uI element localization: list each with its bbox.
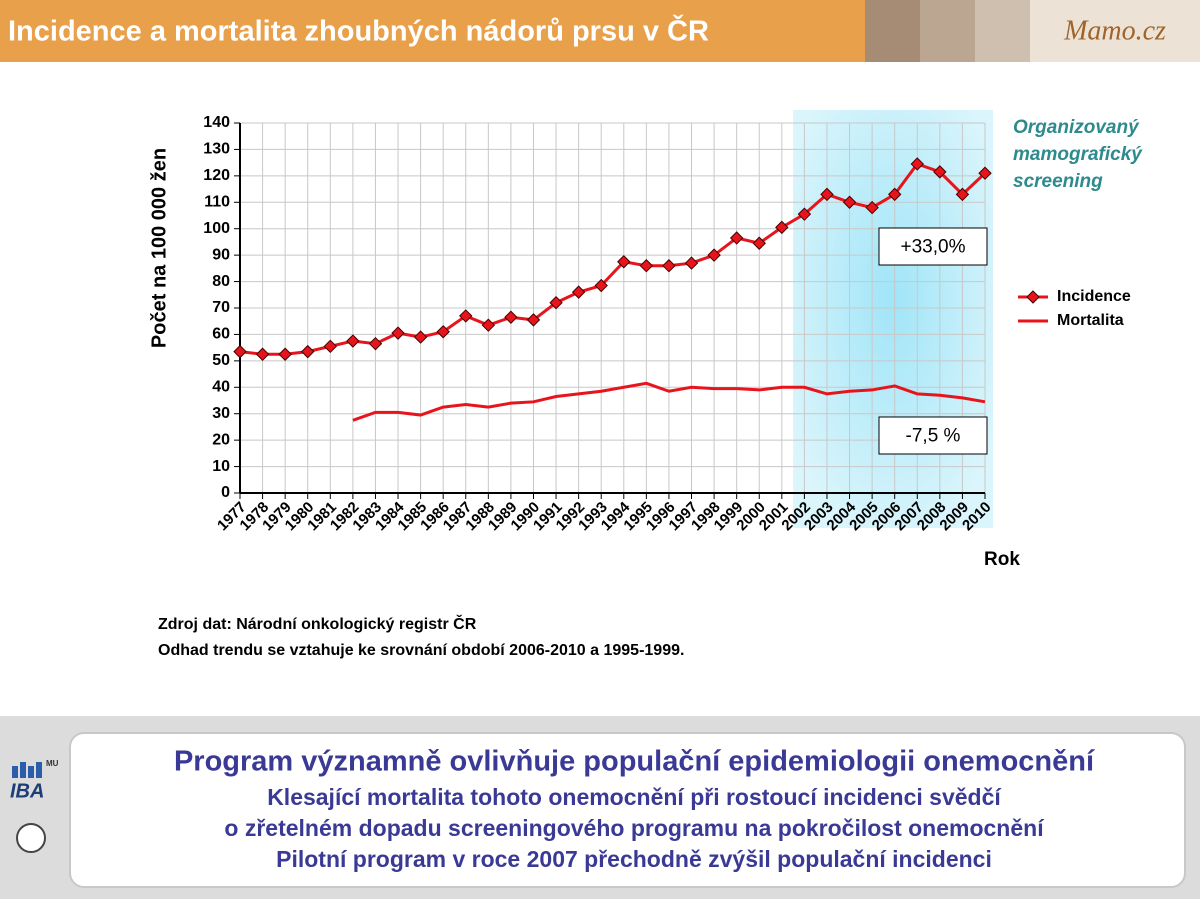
highlight-label: Organizovaný: [1013, 117, 1140, 138]
marker: [459, 309, 473, 323]
footer-box: [69, 732, 1186, 888]
footer-line: Klesající mortalita tohoto onemocnění př…: [267, 784, 1002, 810]
y-tick-label: 120: [203, 167, 230, 184]
series-line: [239, 162, 987, 356]
y-axis-label: Počet na 100 000 žen: [148, 148, 170, 348]
footer-line: o zřetelném dopadu screeningového progra…: [224, 815, 1045, 841]
marker: [301, 344, 315, 359]
y-tick-label: 10: [212, 458, 230, 475]
marker: [571, 285, 586, 299]
annotation: +33,0%: [901, 237, 966, 258]
y-tick-label: 40: [212, 379, 230, 396]
source-line: Odhad trendu se vztahuje ke srovnání obd…: [158, 642, 684, 659]
y-tick-label: 110: [204, 194, 230, 211]
marker: [233, 344, 247, 359]
highlight-label: mamografický: [1013, 144, 1143, 165]
marker: [842, 195, 857, 209]
x-axis-label: Rok: [984, 549, 1020, 570]
chart: 0102030405060708090100110120130140197719…: [148, 110, 1143, 570]
marker: [978, 166, 992, 180]
marker: [707, 248, 721, 262]
marker: [526, 313, 541, 327]
marker: [910, 157, 924, 171]
legend-label: Incidence: [1057, 288, 1131, 305]
y-tick-label: 100: [203, 220, 230, 237]
header-block: [920, 0, 975, 62]
y-tick-label: 0: [221, 484, 230, 501]
footer-line: Pilotní program v roce 2007 přechodně zv…: [276, 846, 992, 872]
marker: [323, 339, 338, 354]
marker: [278, 347, 292, 361]
marker: [775, 220, 789, 235]
logo-seal: [16, 823, 46, 853]
marker: [617, 255, 631, 269]
legend-marker: [1026, 290, 1040, 304]
footer-line: Program významně ovlivňuje populační epi…: [174, 746, 1095, 778]
y-tick-label: 60: [212, 326, 230, 343]
header-block: [975, 0, 1030, 62]
marker: [752, 236, 766, 250]
logo-small: MU: [46, 759, 59, 768]
marker: [504, 310, 518, 324]
annotation-box: [878, 227, 988, 266]
y-tick-label: 70: [212, 299, 230, 316]
y-tick-label: 130: [203, 141, 230, 158]
header-block: [865, 0, 920, 62]
annotation: -7,5 %: [906, 426, 961, 447]
marker: [391, 326, 405, 340]
marker: [368, 336, 383, 351]
marker: [729, 231, 744, 245]
y-tick-label: 80: [212, 273, 230, 290]
marker: [255, 347, 270, 361]
y-tick-label: 30: [212, 405, 230, 422]
logo-bar: [20, 762, 26, 778]
header-bar: [0, 0, 865, 62]
marker: [797, 207, 812, 221]
logo-iba: IBA: [10, 780, 44, 802]
y-tick-label: 20: [212, 431, 230, 448]
logo-bar: [12, 766, 18, 778]
logo-bar: [36, 762, 42, 778]
legend-label: Mortalita: [1057, 312, 1124, 329]
y-tick-label: 50: [212, 352, 230, 369]
y-tick-label: 140: [203, 114, 230, 131]
header-title: Incidence a mortalita zhoubných nádorů p…: [8, 14, 709, 48]
y-tick-label: 90: [212, 246, 230, 263]
series-line: [352, 381, 986, 422]
highlight-region: [793, 110, 993, 528]
annotation-box: [878, 416, 988, 455]
marker: [346, 334, 360, 348]
marker: [481, 318, 496, 332]
footer-text: Program významně ovlivňuje populační epi…: [174, 746, 1095, 872]
marker: [662, 259, 676, 273]
marker: [955, 187, 970, 202]
marker: [933, 165, 947, 179]
marker: [413, 330, 428, 344]
marker: [887, 187, 902, 202]
logo: Mamo.cz: [1063, 15, 1166, 46]
marker: [865, 200, 879, 215]
marker: [639, 259, 654, 273]
marker: [436, 325, 450, 339]
marker: [684, 256, 699, 270]
highlight-label: screening: [1013, 171, 1103, 192]
marker: [549, 296, 563, 310]
marker: [820, 187, 834, 202]
marker: [594, 278, 608, 293]
header-block: [1030, 0, 1200, 62]
logo-bar: [28, 766, 34, 778]
source-line: Zdroj dat: Národní onkologický registr Č…: [158, 614, 477, 633]
